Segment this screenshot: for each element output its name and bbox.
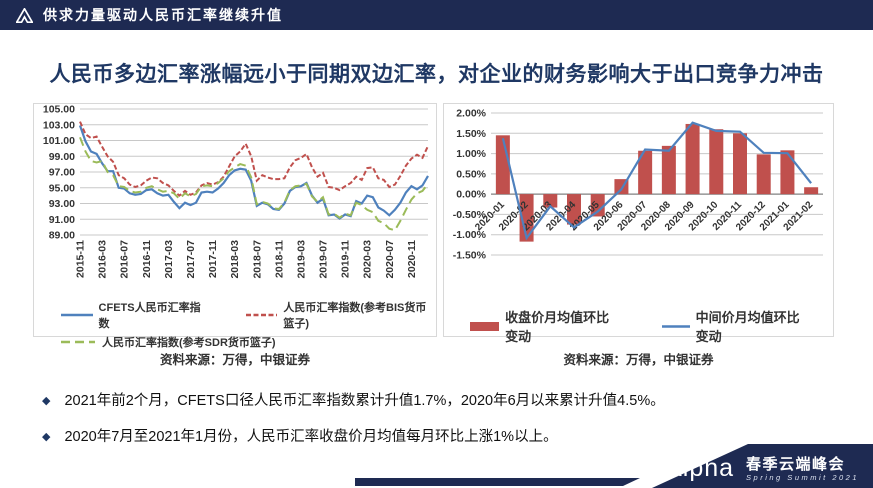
source-caption-right: 资料来源：万得，中银证券 xyxy=(563,353,714,367)
brand-logo: Alpha 春季云端峰会 Spring Summit 2021 xyxy=(665,456,859,482)
legend-line-swatch xyxy=(245,313,278,317)
legend-label: 人民币汇率指数(参考BIS货币篮子) xyxy=(283,302,427,330)
bullet-marker-icon: ◆ xyxy=(42,430,51,443)
legend-item: CFETS人民币汇率指数 xyxy=(60,299,201,331)
brand-text: Alpha xyxy=(665,454,735,483)
bullet-item: ◆ 2020年7月至2021年1月份，人民币汇率收盘价月均值每月环比上涨1%以上… xyxy=(42,428,832,448)
multilateral-index-chart: 89.00 91.00 93.00 95.00 97.00 99.00 101.00 103.… xyxy=(43,104,429,279)
legend-label: 人民币汇率指数(参考SDR货币篮子) xyxy=(102,337,276,349)
svg-text:91.00: 91.00 xyxy=(49,214,75,226)
page-title: 人民币多边汇率涨幅远小于同期双边汇率，对企业的财务影响大于出口竞争力冲击 xyxy=(49,63,824,86)
svg-text:103.00: 103.00 xyxy=(43,119,75,131)
chart-box-multilateral: 89.00 91.00 93.00 95.00 97.00 99.00 101.00 103.… xyxy=(33,103,437,349)
legend-label: 收盘价月均值环比变动 xyxy=(505,310,610,344)
chart-legend-right: 收盘价月均值环比变动 中间价月均值环比变动 xyxy=(444,305,833,345)
header-bar: 供求力量驱动人民币汇率继续升值 xyxy=(0,0,873,30)
svg-text:89.00: 89.00 xyxy=(49,230,75,242)
chart-box-monthly-change: -1.50% -1.00% -0.50% 0.00% 0.50% 1.00% 1.50% 2.… xyxy=(443,103,834,344)
svg-text:1.50%: 1.50% xyxy=(456,128,486,140)
legend-item: 中间价月均值环比变动 xyxy=(661,307,808,345)
source-caption-left: 资料来源：万得，中银证券 xyxy=(159,353,310,367)
legend-item: 人民币汇率指数(参考BIS货币篮子) xyxy=(245,299,436,331)
svg-text:2018-07: 2018-07 xyxy=(251,240,263,279)
svg-text:2019-03: 2019-03 xyxy=(295,240,307,279)
svg-text:2017-03: 2017-03 xyxy=(163,240,175,279)
svg-text:2020-11: 2020-11 xyxy=(406,240,418,278)
bullet-marker-icon: ◆ xyxy=(42,395,51,407)
svg-text:2017-07: 2017-07 xyxy=(185,240,197,279)
svg-text:95.00: 95.00 xyxy=(49,182,75,194)
monthly-change-chart: -1.50% -1.00% -0.50% 0.00% 0.50% 1.00% 1.50% 2.… xyxy=(453,108,823,262)
legend-bar-swatch xyxy=(470,321,500,331)
svg-text:0.50%: 0.50% xyxy=(456,168,486,180)
legend-label: CFETS人民币汇率指数 xyxy=(98,302,201,330)
svg-text:2020-03: 2020-03 xyxy=(362,240,374,279)
svg-text:-0.50%: -0.50% xyxy=(453,209,487,221)
legend-row: CFETS人民币汇率指数 人民币汇率指数(参考BIS货币篮子) xyxy=(60,299,436,331)
bullet-item: ◆ 2021年前2个月，CFETS口径人民币汇率指数累计升值1.7%，2020年… xyxy=(42,392,832,412)
footer-stripe xyxy=(355,478,640,486)
footer-banner xyxy=(355,444,873,488)
svg-text:2017-11: 2017-11 xyxy=(207,240,219,278)
legend-item: 人民币汇率指数(参考SDR货币篮子) xyxy=(60,334,276,350)
svg-text:0.00%: 0.00% xyxy=(456,189,486,201)
legend-label: 中间价月均值环比变动 xyxy=(695,310,800,344)
svg-text:101.00: 101.00 xyxy=(43,135,75,147)
legend-row: 人民币汇率指数(参考SDR货币篮子) xyxy=(60,334,436,350)
event-name-cn: 春季云端峰会 xyxy=(746,455,846,473)
svg-text:2016-03: 2016-03 xyxy=(97,240,109,279)
svg-text:93.00: 93.00 xyxy=(49,198,75,210)
legend-line-swatch xyxy=(61,340,95,344)
svg-text:2018-11: 2018-11 xyxy=(273,240,285,278)
svg-text:99.00: 99.00 xyxy=(49,151,75,163)
legend-line-swatch xyxy=(61,313,93,317)
svg-text:105.00: 105.00 xyxy=(43,104,75,116)
svg-text:2018-03: 2018-03 xyxy=(229,240,241,279)
svg-text:2019-07: 2019-07 xyxy=(318,240,330,279)
svg-text:-1.00%: -1.00% xyxy=(453,229,487,241)
svg-text:97.00: 97.00 xyxy=(49,167,75,179)
event-name-en: Spring Summit 2021 xyxy=(746,473,859,482)
bullet-list: ◆ 2021年前2个月，CFETS口径人民币汇率指数累计升值1.7%，2020年… xyxy=(42,392,832,464)
svg-text:2016-07: 2016-07 xyxy=(119,240,131,279)
alpha-logo-icon xyxy=(16,7,33,23)
footer-banner-shape xyxy=(652,444,873,488)
chart-legend-left: CFETS人民币汇率指数 人民币汇率指数(参考BIS货币篮子) 人民币汇率指数(参考… xyxy=(34,297,436,350)
svg-text:-1.50%: -1.50% xyxy=(453,250,487,262)
svg-text:1.00%: 1.00% xyxy=(456,148,486,160)
legend-line-swatch xyxy=(661,324,690,328)
svg-text:2016-11: 2016-11 xyxy=(141,240,153,278)
svg-text:2.00%: 2.00% xyxy=(456,108,486,120)
bullet-text: 2021年前2个月，CFETS口径人民币汇率指数累计升值1.7%，2020年6月… xyxy=(64,393,665,409)
header-title: 供求力量驱动人民币汇率继续升值 xyxy=(43,7,283,23)
svg-text:2019-11: 2019-11 xyxy=(340,240,352,278)
svg-text:2015-11: 2015-11 xyxy=(75,240,87,278)
bullet-text: 2020年7月至2021年1月份，人民币汇率收盘价月均值每月环比上涨1%以上。 xyxy=(64,428,558,445)
svg-text:2020-07: 2020-07 xyxy=(384,240,396,279)
legend-item: 收盘价月均值环比变动 xyxy=(470,307,617,345)
legend-row: 收盘价月均值环比变动 中间价月均值环比变动 xyxy=(470,307,833,345)
